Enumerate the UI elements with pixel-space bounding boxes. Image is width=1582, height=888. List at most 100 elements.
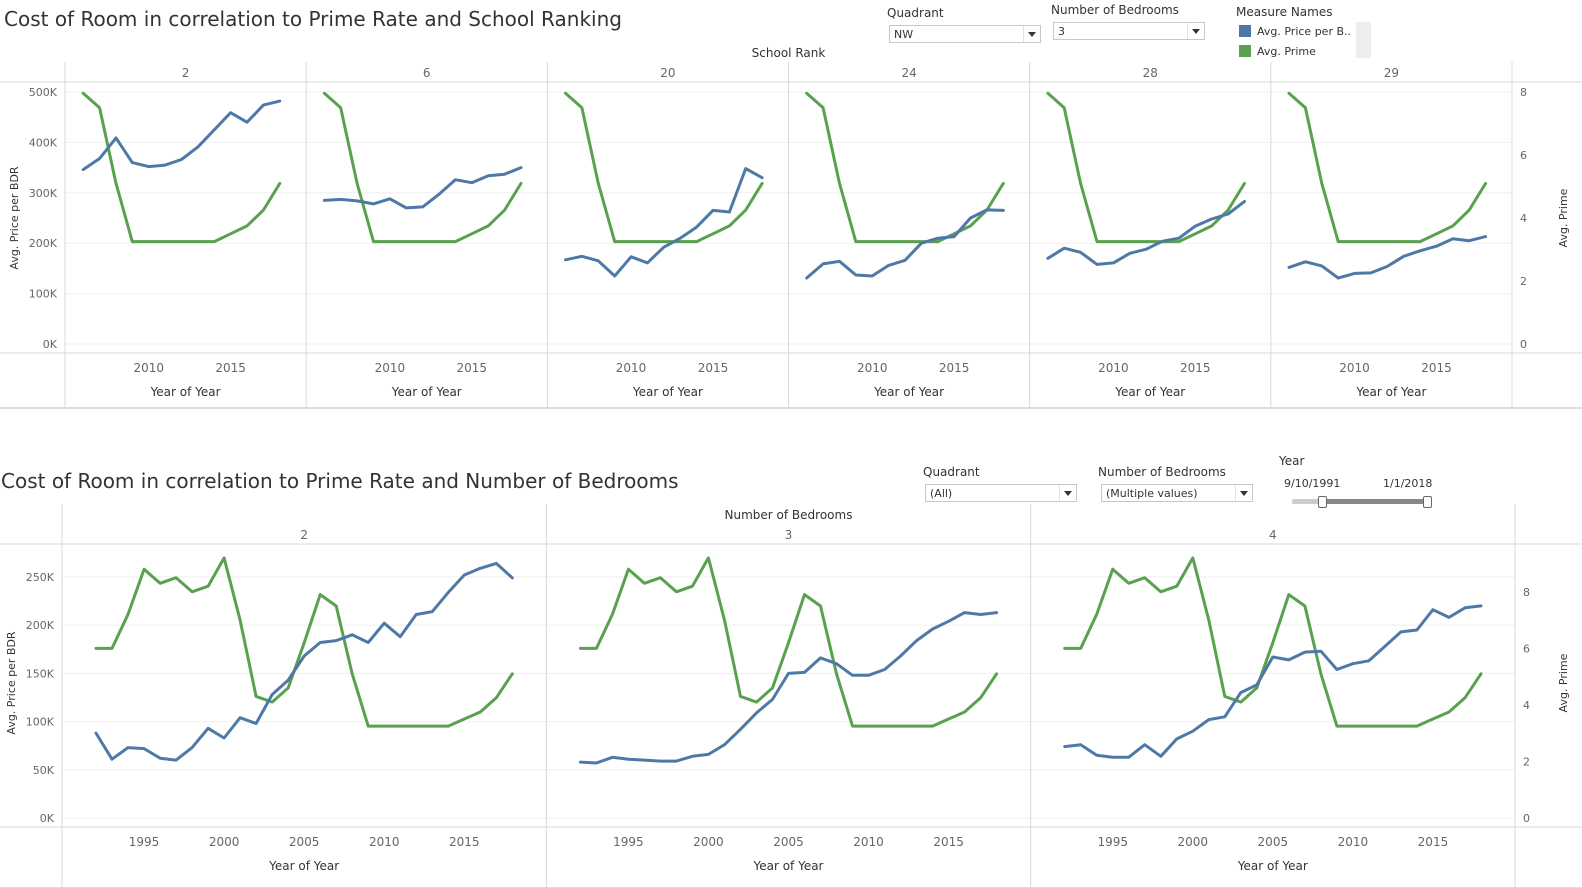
x-tick-label: 2015 [698, 361, 729, 375]
series-line-avg-prime [1063, 556, 1483, 728]
series-line-avg-price [81, 99, 282, 172]
x-tick-label: 2000 [1178, 835, 1209, 849]
x-tick-label: 2010 [853, 835, 884, 849]
bottom-chart-title: Cost of Room in correlation to Prime Rat… [1, 469, 679, 493]
top-quadrant-dropdown[interactable]: NW [889, 25, 1041, 43]
top-quadrant-label: Quadrant [887, 6, 944, 20]
bedrooms-chart: Number of Bedrooms 0K 50K 100K 150K 200K 250K 0… [0, 504, 1582, 888]
x-tick-label: 2010 [1338, 835, 1369, 849]
y-tick-label: 200K [26, 619, 55, 632]
x-axis-title: Year of Year [632, 385, 703, 399]
y2-tick-label: 2 [1520, 275, 1527, 288]
x-tick-label: 2000 [209, 835, 240, 849]
year-slider-range [1322, 499, 1429, 504]
legend-scrollbar[interactable] [1356, 22, 1371, 58]
y2-tick-label: 8 [1520, 86, 1527, 99]
x-axis-title: Year of Year [1114, 385, 1185, 399]
header-label: School Rank [752, 46, 826, 60]
series-line-avg-prime [81, 91, 282, 244]
y2-tick-label: 8 [1523, 586, 1530, 599]
series-line-avg-price [1046, 199, 1246, 266]
top-bedrooms-dropdown[interactable]: 3 [1053, 22, 1205, 40]
series-line-avg-price [805, 208, 1005, 280]
y-tick-label: 200K [29, 237, 58, 250]
y-tick-label: 100K [26, 716, 55, 729]
x-tick-label: 2010 [857, 361, 888, 375]
x-tick-label: 2010 [1098, 361, 1129, 375]
series-line-avg-price [564, 167, 764, 278]
panel-label: 3 [785, 528, 793, 542]
x-tick-label: 1995 [129, 835, 160, 849]
x-tick-label: 2005 [1258, 835, 1289, 849]
x-axis-title: Year of Year [752, 859, 823, 873]
top-quadrant-value: NW [894, 28, 914, 41]
year-end-value: 1/1/2018 [1383, 477, 1433, 490]
x-tick-label: 2010 [369, 835, 400, 849]
x-tick-label: 2015 [215, 361, 246, 375]
legend-swatch-price [1239, 25, 1251, 37]
x-tick-label: 2015 [457, 361, 488, 375]
series-line-avg-price [1063, 604, 1483, 759]
legend-item-price-label: Avg. Price per B.. [1257, 25, 1352, 38]
y-tick-label: 500K [29, 86, 58, 99]
legend-item-prime[interactable]: Avg. Prime [1239, 45, 1316, 58]
series-line-avg-prime [94, 556, 514, 728]
top-bedrooms-label: Number of Bedrooms [1051, 3, 1179, 17]
year-slider-end-handle[interactable] [1423, 496, 1432, 508]
year-start-value: 9/10/1991 [1284, 477, 1341, 490]
x-axis-title: Year of Year [873, 385, 944, 399]
x-tick-label: 1995 [1097, 835, 1128, 849]
chevron-down-icon[interactable] [1187, 23, 1204, 39]
top-bedrooms-value: 3 [1058, 25, 1065, 38]
bottom-quadrant-dropdown[interactable]: (All) [925, 484, 1077, 502]
x-tick-label: 2010 [1339, 361, 1370, 375]
x-tick-label: 2015 [1421, 361, 1452, 375]
panel-label: 2 [182, 66, 190, 80]
series-line-avg-prime [564, 91, 764, 244]
y-tick-label: 400K [29, 136, 58, 149]
y2-tick-label: 0 [1520, 338, 1527, 351]
x-axis-title: Year of Year [391, 385, 462, 399]
legend-item-price[interactable]: Avg. Price per B.. [1239, 25, 1351, 38]
x-tick-label: 2010 [133, 361, 164, 375]
series-line-avg-price [94, 561, 514, 762]
y2-axis-title: Avg. Prime [1557, 188, 1570, 247]
series-line-avg-prime [1046, 91, 1246, 244]
y2-axis-title: Avg. Prime [1557, 653, 1570, 712]
bottom-quadrant-value: (All) [930, 487, 953, 500]
chevron-down-icon[interactable] [1023, 26, 1040, 42]
year-filter-label: Year [1279, 454, 1305, 468]
y2-tick-label: 4 [1523, 699, 1530, 712]
y-tick-label: 100K [29, 288, 58, 301]
y2-tick-label: 2 [1523, 755, 1530, 768]
y-tick-label: 0K [43, 338, 58, 351]
legend-item-prime-label: Avg. Prime [1257, 45, 1316, 58]
x-tick-label: 1995 [613, 835, 644, 849]
bottom-bedrooms-label: Number of Bedrooms [1098, 465, 1226, 479]
y2-tick-label: 6 [1523, 642, 1530, 655]
y-tick-label: 0K [40, 812, 55, 825]
bottom-bedrooms-dropdown[interactable]: (Multiple values) [1101, 484, 1253, 502]
y-tick-label: 250K [26, 571, 55, 584]
chevron-down-icon[interactable] [1059, 485, 1076, 501]
y2-tick-label: 6 [1520, 149, 1527, 162]
legend-swatch-prime [1239, 45, 1251, 57]
x-tick-label: 2015 [1180, 361, 1211, 375]
school-rank-chart: School Rank0K100K200K300K400K500K02468Av… [0, 46, 1582, 409]
panel-label: 28 [1143, 66, 1158, 80]
x-tick-label: 2015 [1418, 835, 1449, 849]
y-tick-label: 300K [29, 187, 58, 200]
y2-tick-label: 4 [1520, 212, 1527, 225]
x-tick-label: 2015 [449, 835, 480, 849]
y-axis-title: Avg. Price per BDR [8, 166, 21, 269]
panel-label: 24 [901, 66, 916, 80]
y-tick-label: 50K [33, 764, 55, 777]
chevron-down-icon[interactable] [1235, 485, 1252, 501]
x-tick-label: 2010 [616, 361, 647, 375]
y-tick-label: 150K [26, 667, 55, 680]
x-axis-title: Year of Year [1237, 859, 1308, 873]
y2-tick-label: 0 [1523, 812, 1530, 825]
panel-label: 2 [300, 528, 308, 542]
x-axis-title: Year of Year [268, 859, 339, 873]
year-slider-start-handle[interactable] [1318, 496, 1327, 508]
